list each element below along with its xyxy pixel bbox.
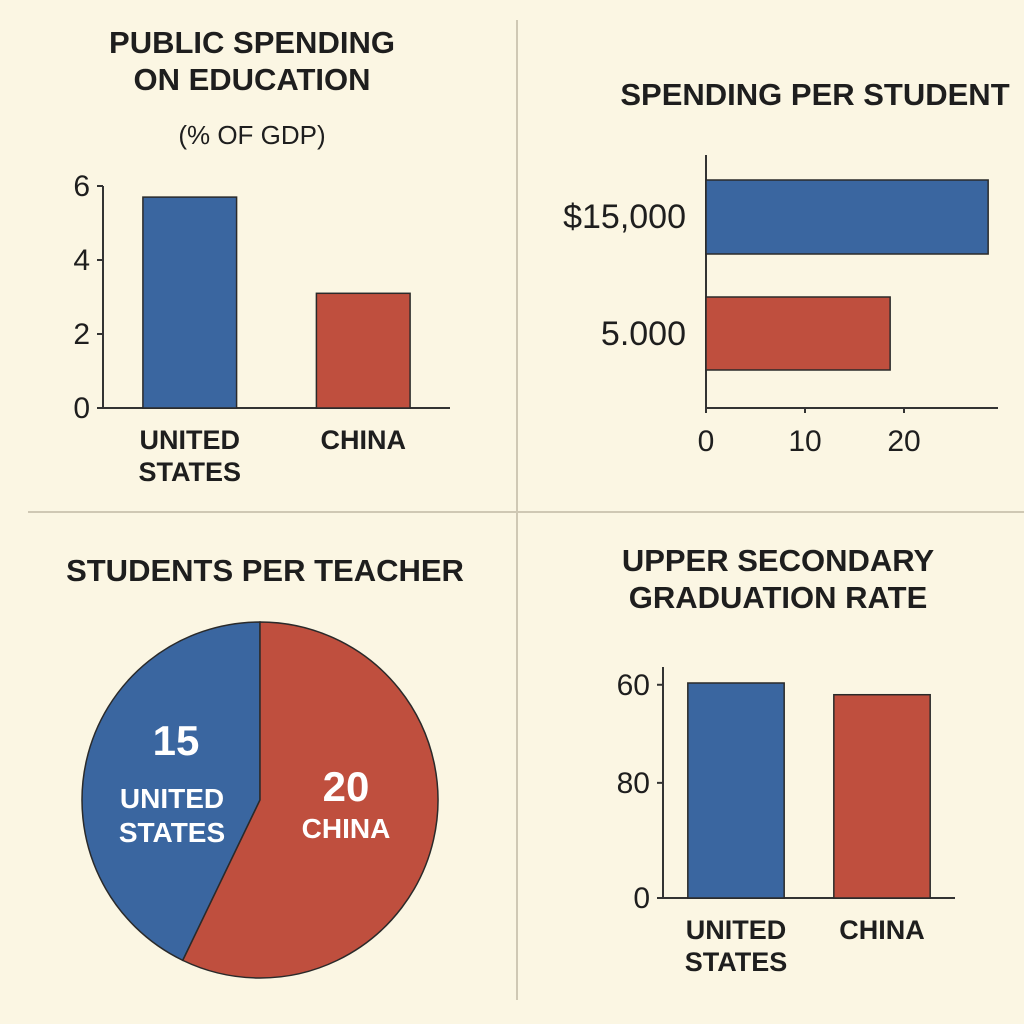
x-tick-label: 0 (697, 425, 715, 458)
y-tick-label: 60 (616, 668, 650, 702)
x-tick-label: CHINA (839, 915, 925, 945)
y-tick-label: 5.000 (600, 314, 686, 353)
pie-slice (181, 621, 439, 979)
bar (315, 292, 411, 409)
bar (705, 296, 891, 371)
bar (833, 693, 931, 899)
x-tick-label: UNITED STATES (684, 915, 788, 978)
y-tick-label: 0 (633, 882, 650, 915)
chart-subtitle: (% OF GDP) (178, 120, 326, 150)
y-tick-label: 80 (616, 766, 650, 800)
x-tick-label: UNITED STATES (138, 425, 241, 488)
y-tick-label: 2 (73, 318, 90, 351)
bar (687, 682, 785, 899)
slice-label: UNITED STATES (118, 783, 226, 848)
slice-value: 20 (322, 763, 370, 810)
y-tick-label: 6 (73, 170, 90, 203)
y-tick-label: $15,000 (563, 198, 686, 236)
slice-label: CHINA (301, 813, 391, 844)
x-tick-label: CHINA (320, 425, 407, 455)
x-tick-label: 10 (788, 425, 822, 458)
pie-slice (81, 621, 261, 962)
chart-title: SPENDING PER STUDENT (620, 77, 1010, 112)
bar (705, 179, 989, 255)
y-tick-label: 0 (73, 392, 90, 425)
bar (142, 196, 238, 409)
x-tick-label: 20 (887, 425, 921, 458)
chart-title: UPPER SECONDARY GRADUATION RATE (621, 543, 935, 616)
chart-title: PUBLIC SPENDING ON EDUCATION (109, 25, 395, 98)
slice-value: 15 (152, 717, 200, 764)
y-tick-label: 4 (73, 244, 90, 277)
chart-title: STUDENTS PER TEACHER (66, 553, 464, 588)
